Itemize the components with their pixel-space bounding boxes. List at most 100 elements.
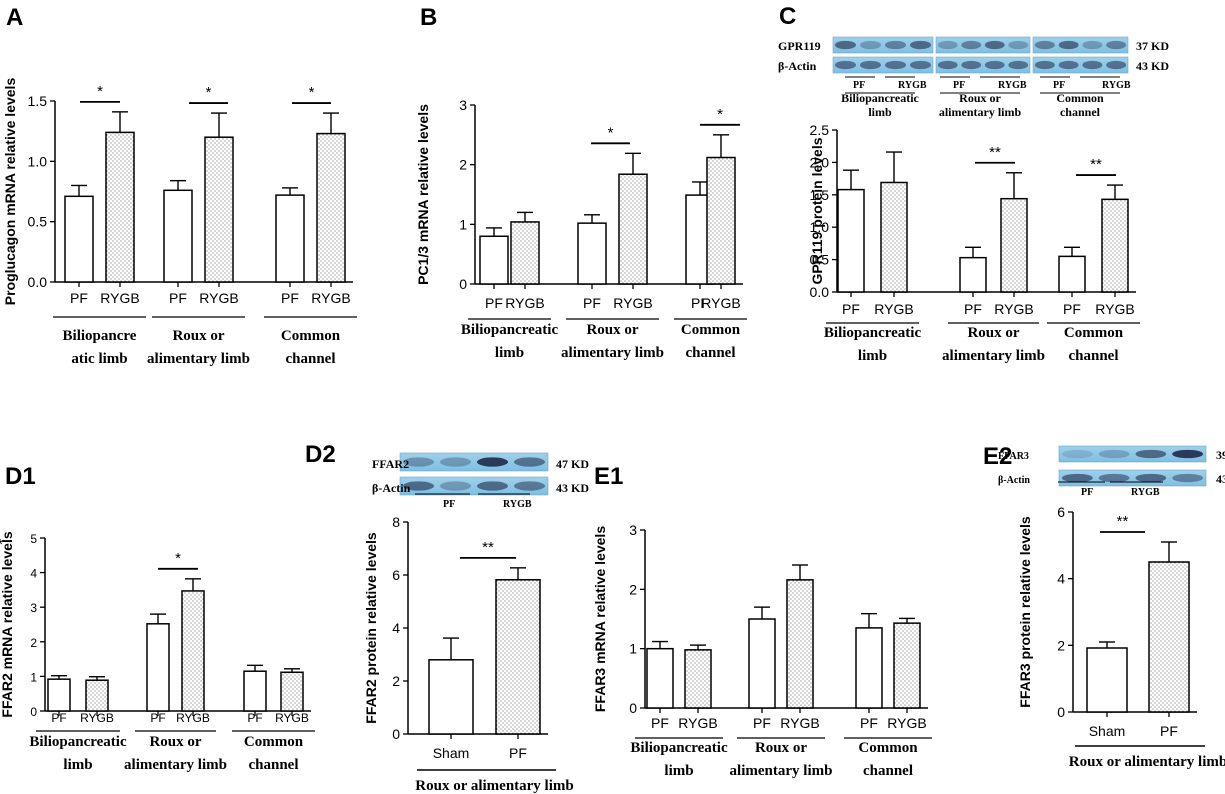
bar: [428, 659, 474, 735]
category-label: PF: [70, 290, 88, 306]
x-axis-title: Roux or alimentary limb: [415, 778, 573, 794]
category-label: PF: [169, 290, 187, 306]
group-label: Roux or: [755, 740, 807, 756]
blot-strip: [399, 476, 549, 496]
blot-band: [1058, 60, 1079, 70]
blot-band: [1172, 473, 1204, 483]
group-label: Biliopancreatic: [29, 734, 127, 750]
bar: [146, 623, 170, 712]
group-label: Common: [244, 734, 304, 750]
y-tick-label: 0: [459, 276, 467, 292]
group-label: limb: [63, 757, 92, 773]
blot-row-label: β-Actin: [778, 59, 817, 73]
panel-e1: E1 0 1 2 3 FFAR3 mRNA relative levels PF RYGB PF…: [0, 463, 932, 779]
bar: [893, 622, 921, 709]
panel-letter: D1: [5, 463, 36, 490]
significance-marker: *: [97, 83, 103, 100]
blot-band: [1135, 473, 1167, 483]
significance-marker: **: [1090, 156, 1102, 173]
blot-band: [984, 60, 1005, 70]
blot-row-label: FFAR2: [372, 457, 409, 471]
bar: [280, 671, 304, 712]
blot-band: [1098, 473, 1130, 483]
blot-band: [439, 481, 472, 491]
bar: [85, 679, 109, 712]
group-label: limb: [858, 348, 887, 364]
y-tick-label: 2: [30, 636, 37, 650]
blot-band: [860, 60, 881, 70]
y-tick-label: 2: [392, 673, 400, 689]
y-tick-label: 0.5: [810, 252, 830, 268]
bar: [316, 132, 346, 283]
western-blot: FFAR2 47 KD β-Actin 43 KD PF RYGB: [372, 452, 589, 510]
bar: [855, 627, 883, 709]
bar: [275, 194, 305, 283]
blot-size-label: 39 KD: [1216, 448, 1225, 462]
bar: [204, 136, 234, 283]
bar: [706, 156, 736, 285]
significance-marker: *: [175, 550, 181, 567]
blot-band: [885, 40, 906, 50]
y-tick-label: 2.5: [810, 122, 830, 138]
y-tick-label: 0: [1057, 704, 1065, 720]
bar: [1101, 198, 1129, 293]
bar: [479, 235, 509, 285]
y-tick-label: 0.0: [28, 274, 48, 290]
blot-band: [1082, 40, 1103, 50]
blot-band: [402, 481, 435, 491]
category-label: RYGB: [199, 290, 238, 306]
category-label: Sham: [433, 745, 470, 761]
blot-row-label: β-Actin: [372, 481, 411, 495]
blot-strip: [935, 36, 1031, 54]
blot-band: [835, 40, 856, 50]
category-label: PF: [1160, 723, 1178, 739]
category-label: RYGB: [311, 290, 350, 306]
bar: [1000, 197, 1028, 293]
category-label: RYGB: [701, 295, 740, 311]
y-axis-title: FFAR2 mRNA relative levels: [0, 531, 15, 717]
group-label: limb: [664, 763, 693, 779]
blot-band: [910, 40, 931, 50]
y-tick-label: 5: [30, 532, 37, 546]
y-tick-label: 3: [30, 601, 37, 615]
blot-band: [513, 457, 546, 467]
y-tick-label: 1.5: [28, 93, 48, 109]
category-label: PF: [509, 745, 527, 761]
y-tick-label: 2: [629, 581, 637, 597]
blot-band: [439, 457, 472, 467]
y-tick-label: 3: [459, 97, 467, 113]
blot-band: [1082, 60, 1103, 70]
category-label: PF: [485, 295, 503, 311]
western-blot: GPR119 37 KD β-Actin 43 KD PF RYGB PF RYGB PF RYG…: [778, 36, 1169, 119]
y-tick-label: 1.0: [810, 219, 830, 235]
panel-a: A 0.0 0.5 1.0 1.5 Proglucagon mRNA relative l…: [2, 4, 357, 367]
group-label: channel: [863, 763, 913, 779]
blot-strip: [1032, 56, 1129, 74]
y-tick-label: 8: [392, 514, 400, 530]
y-tick-label: 1: [459, 216, 467, 232]
bar: [64, 195, 94, 283]
panel-letter: B: [420, 4, 437, 31]
blot-band: [937, 60, 958, 70]
blot-band: [835, 60, 856, 70]
blot-strip: [832, 36, 934, 54]
blot-band: [1061, 449, 1093, 459]
y-tick-label: 2.0: [810, 154, 830, 170]
y-axis-title: PC1/3 mRNA relative levels: [415, 104, 431, 285]
significance-marker: *: [206, 84, 212, 101]
bar: [1148, 561, 1190, 713]
blot-strip: [399, 452, 549, 472]
blot-band: [984, 40, 1005, 50]
blot-lane-label: PF: [443, 499, 455, 510]
panel-d1: D1 0 1 2 3 4 5 FFAR2 mRNA relative levels PF RYGB…: [0, 463, 315, 773]
blot-lane-label: RYGB: [1102, 80, 1131, 91]
group-label: alimentary limb: [124, 757, 227, 773]
significance-marker: *: [608, 124, 614, 141]
blot-lane-label: RYGB: [898, 80, 927, 91]
category-label: PF: [150, 711, 165, 725]
y-tick-label: 0: [392, 726, 400, 742]
group-label: Biliopancreatic: [630, 740, 728, 756]
blot-lane-label: PF: [953, 80, 965, 91]
group-label: Biliopancreatic: [461, 322, 559, 338]
significance-marker: **: [989, 144, 1001, 161]
